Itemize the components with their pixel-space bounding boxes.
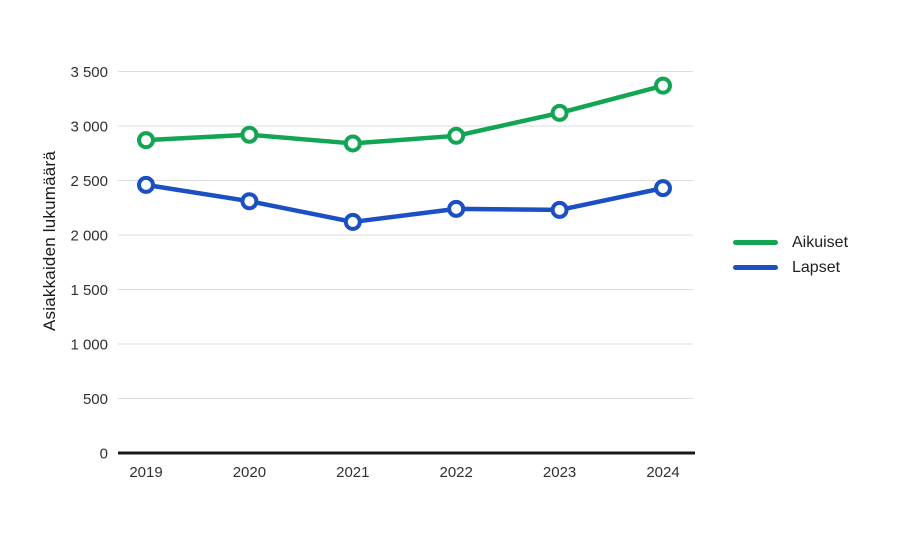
y-tick-label-0: 0 — [100, 446, 108, 463]
y-tick-label-500: 500 — [83, 391, 108, 408]
point-aikuiset-2022[interactable] — [447, 126, 466, 145]
x-tick-label-2019: 2019 — [129, 464, 162, 481]
legend-swatch-aikuiset — [733, 240, 778, 245]
x-tick-label-2024: 2024 — [646, 464, 679, 481]
y-tick-label-2000: 2 000 — [70, 228, 108, 245]
point-aikuiset-2023[interactable] — [550, 103, 569, 122]
x-tick-label-2020: 2020 — [233, 464, 266, 481]
point-aikuiset-2024[interactable] — [654, 76, 672, 95]
series-line-aikuiset — [143, 83, 666, 146]
point-lapset-2021[interactable] — [343, 212, 362, 231]
legend: Aikuiset Lapset — [733, 230, 848, 280]
point-lapset-2024[interactable] — [654, 179, 672, 198]
legend-swatch-lapset — [733, 265, 778, 270]
y-tick-label-3000: 3 000 — [70, 119, 108, 136]
point-aikuiset-2019[interactable] — [137, 131, 155, 150]
series-line-lapset — [143, 182, 666, 225]
point-lapset-2023[interactable] — [550, 200, 569, 219]
y-tick-label-1000: 1 000 — [70, 337, 108, 354]
x-tick-label-2023: 2023 — [543, 464, 576, 481]
x-tick-label-2022: 2022 — [440, 464, 473, 481]
y-axis-title: Asiakkaiden lukumäärä — [40, 151, 59, 331]
point-lapset-2019[interactable] — [137, 175, 155, 194]
legend-item-aikuiset[interactable]: Aikuiset — [733, 230, 848, 255]
y-tick-label-2500: 2 500 — [70, 173, 108, 190]
point-aikuiset-2020[interactable] — [240, 125, 259, 144]
y-tick-label-3500: 3 500 — [70, 64, 108, 81]
legend-label-lapset: Lapset — [792, 258, 841, 276]
point-lapset-2022[interactable] — [447, 199, 466, 218]
point-lapset-2020[interactable] — [240, 192, 259, 211]
legend-item-lapset[interactable]: Lapset — [733, 255, 848, 280]
legend-label-aikuiset: Aikuiset — [792, 233, 849, 251]
point-aikuiset-2021[interactable] — [343, 134, 362, 153]
x-tick-label-2021: 2021 — [336, 464, 369, 481]
y-tick-label-1500: 1 500 — [70, 282, 108, 299]
